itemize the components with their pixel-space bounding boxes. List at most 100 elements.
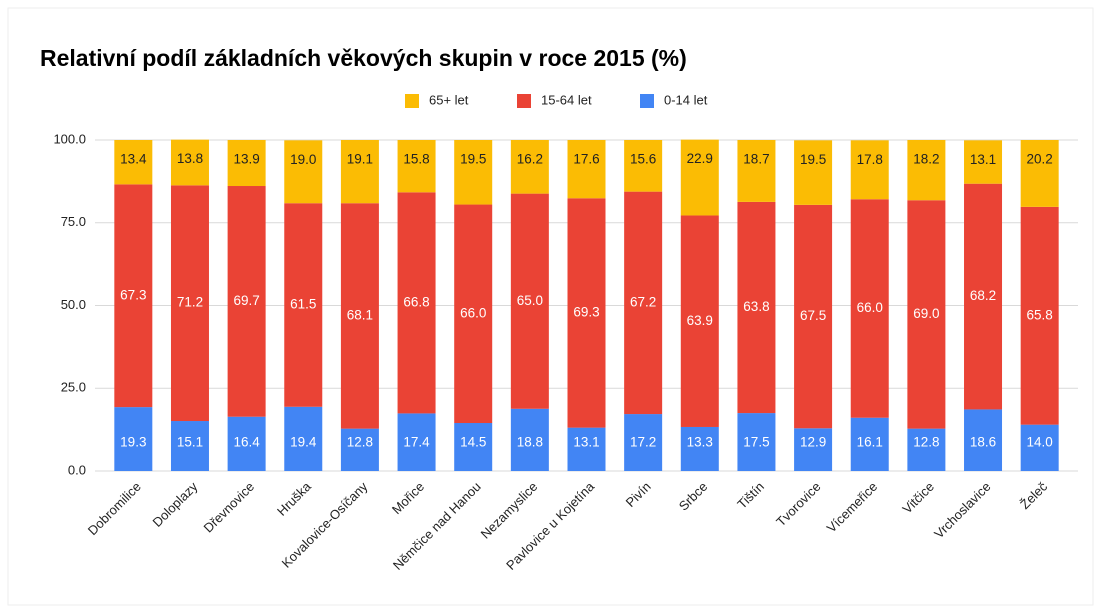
bar-segment — [794, 140, 833, 205]
bar-segment — [454, 140, 493, 205]
data-label: 63.9 — [687, 313, 713, 328]
legend-label: 15-64 let — [541, 92, 592, 107]
bar-segment — [794, 428, 833, 471]
bar-segment — [397, 192, 436, 414]
data-label: 69.7 — [233, 293, 259, 308]
data-label: 66.0 — [460, 305, 486, 320]
bar-segment — [964, 140, 1003, 184]
data-label: 13.8 — [177, 151, 203, 166]
legend-swatch — [517, 94, 531, 108]
bar-segment — [510, 408, 549, 471]
bar-segment — [510, 193, 549, 409]
data-label: 16.2 — [517, 152, 543, 167]
bar-segment — [1020, 206, 1059, 425]
data-label: 68.1 — [347, 307, 373, 322]
data-label: 15.6 — [630, 152, 656, 167]
y-tick-label: 50.0 — [61, 297, 86, 312]
data-label: 12.8 — [347, 435, 373, 450]
data-label: 17.5 — [743, 435, 769, 450]
bar-segment — [680, 215, 719, 427]
bar-segment — [737, 201, 776, 414]
data-label: 65.8 — [1027, 307, 1053, 322]
data-label: 69.3 — [573, 305, 599, 320]
data-label: 16.4 — [233, 435, 260, 450]
data-label: 13.4 — [120, 152, 147, 167]
bar-segment — [907, 140, 946, 201]
data-label: 12.8 — [913, 435, 939, 450]
bar-segment — [397, 140, 436, 193]
y-tick-label: 25.0 — [61, 380, 86, 395]
data-label: 65.0 — [517, 293, 543, 308]
bar-segment — [794, 204, 833, 429]
data-label: 63.8 — [743, 299, 769, 314]
bar-segment — [340, 140, 379, 204]
bar-segment — [454, 423, 493, 471]
bar-segment — [114, 140, 153, 185]
data-label: 19.5 — [800, 152, 826, 167]
data-label: 13.3 — [687, 435, 713, 450]
bar-segment — [170, 139, 209, 186]
bar-segment — [850, 417, 889, 471]
bar-segment — [510, 140, 549, 194]
data-label: 19.5 — [460, 152, 486, 167]
data-label: 19.1 — [347, 152, 373, 167]
legend-swatch — [640, 94, 654, 108]
bar-segment — [907, 200, 946, 429]
data-label: 14.5 — [460, 435, 486, 450]
bar-segment — [624, 140, 663, 192]
data-label: 17.4 — [403, 435, 430, 450]
data-label: 71.2 — [177, 295, 203, 310]
data-label: 67.3 — [120, 287, 146, 302]
bar-segment — [227, 186, 266, 417]
bar-segment — [454, 204, 493, 424]
data-label: 18.7 — [743, 152, 769, 167]
data-label: 19.3 — [120, 435, 146, 450]
data-label: 66.0 — [857, 300, 883, 315]
data-label: 17.6 — [573, 152, 599, 167]
data-label: 67.2 — [630, 294, 656, 309]
data-label: 16.1 — [857, 435, 883, 450]
data-label: 19.0 — [290, 152, 316, 167]
data-label: 14.0 — [1027, 435, 1053, 450]
data-label: 68.2 — [970, 288, 996, 303]
bar-segment — [850, 140, 889, 200]
data-label: 15.8 — [403, 152, 429, 167]
bar-segment — [624, 191, 663, 415]
chart-title: Relativní podíl základních věkových skup… — [40, 45, 687, 71]
data-label: 17.8 — [857, 152, 883, 167]
bar-segment — [907, 428, 946, 471]
bar-segment — [1020, 140, 1059, 207]
bar-segment — [340, 428, 379, 471]
bar-segment — [624, 414, 663, 471]
bar-segment — [397, 413, 436, 471]
data-label: 13.1 — [573, 435, 599, 450]
bar-segment — [284, 203, 323, 407]
bar-segment — [680, 139, 719, 216]
bar-segment — [340, 203, 379, 429]
bar-segment — [170, 421, 209, 471]
bar-segment — [284, 140, 323, 204]
legend-label: 0-14 let — [664, 92, 708, 107]
data-label: 13.1 — [970, 152, 996, 167]
y-tick-label: 75.0 — [61, 214, 86, 229]
bar-segment — [737, 413, 776, 471]
data-label: 18.2 — [913, 152, 939, 167]
data-label: 12.9 — [800, 435, 826, 450]
data-label: 18.8 — [517, 435, 543, 450]
data-label: 15.1 — [177, 435, 203, 450]
data-label: 19.4 — [290, 435, 317, 450]
bar-segment — [227, 416, 266, 471]
data-label: 69.0 — [913, 306, 939, 321]
bar-segment — [737, 140, 776, 202]
data-label: 18.6 — [970, 435, 996, 450]
legend-swatch — [405, 94, 419, 108]
bar-segment — [567, 198, 606, 428]
legend-label: 65+ let — [429, 92, 469, 107]
bar-segment — [964, 183, 1003, 410]
data-label: 61.5 — [290, 297, 316, 312]
bar-segment — [170, 185, 209, 422]
data-label: 17.2 — [630, 435, 656, 450]
bar-segment — [1020, 424, 1059, 471]
bar-segment — [964, 409, 1003, 471]
data-label: 66.8 — [403, 294, 429, 309]
